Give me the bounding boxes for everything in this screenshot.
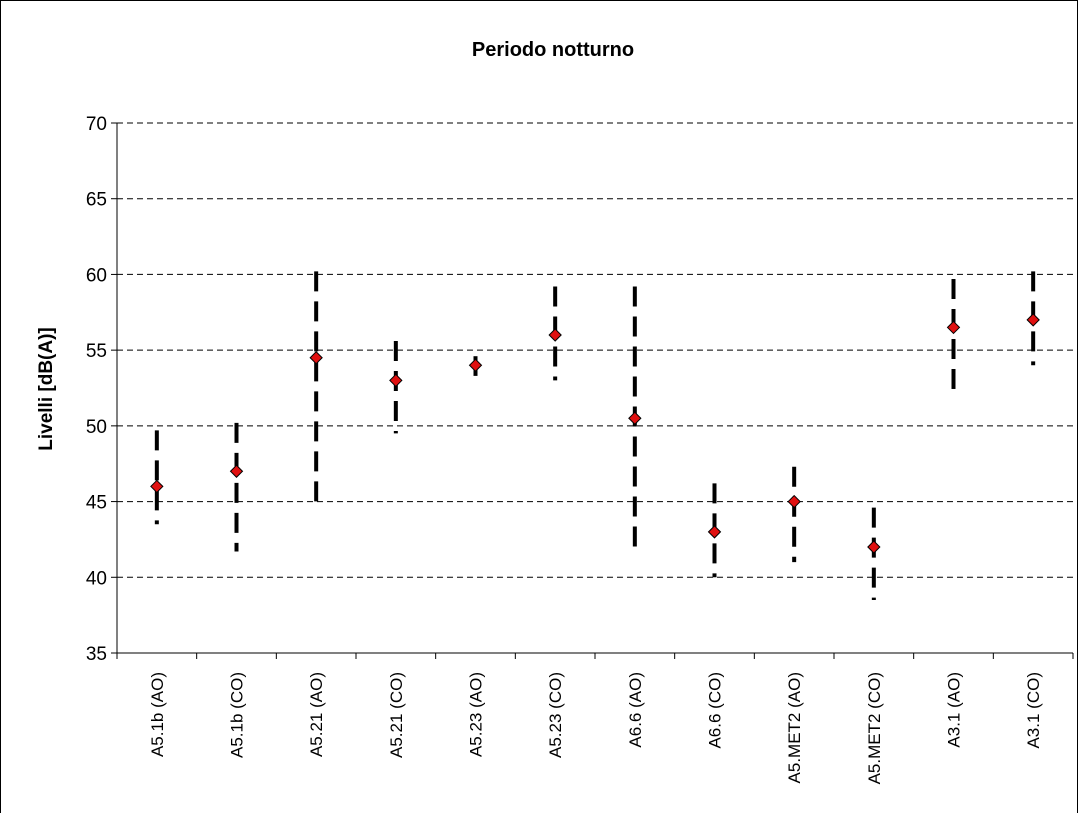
y-axis-label: Livelli [dB(A)]	[36, 327, 57, 451]
data-point	[707, 525, 722, 539]
x-tick-label: A5.1b (AO)	[148, 672, 167, 757]
data-point	[468, 358, 483, 372]
x-tick-label: A5.23 (CO)	[546, 672, 565, 758]
x-tick-label: A5.21 (AO)	[307, 672, 326, 757]
data-point	[1026, 313, 1040, 327]
data-points	[150, 313, 1040, 554]
data-point	[628, 411, 642, 425]
x-tick-label: A3.1 (CO)	[1024, 672, 1043, 749]
y-tick-label: 70	[86, 114, 107, 135]
x-tick-label: A5.1b (CO)	[228, 672, 247, 758]
data-point	[787, 494, 801, 509]
y-tick-label: 35	[86, 644, 107, 665]
data-point	[309, 351, 323, 365]
y-tick-label: 65	[86, 190, 107, 211]
y-tick-label: 45	[86, 493, 107, 514]
data-point	[548, 328, 562, 342]
x-tick-label: A3.1 (AO)	[945, 672, 964, 748]
gridlines	[117, 122, 1073, 578]
x-tick-label: A5.MET2 (AO)	[785, 672, 804, 783]
x-tick-label: A6.6 (CO)	[706, 672, 725, 749]
x-axis-ticks: A5.1b (AO) A5.1b (CO) A5.21 (AO) A5.21 (CO)…	[116, 653, 1074, 784]
range-bars	[154, 271, 1036, 600]
x-tick-label: A5.21 (CO)	[387, 672, 406, 758]
data-point	[229, 464, 244, 478]
x-tick-label: A6.6 (AO)	[626, 672, 645, 748]
data-point	[150, 479, 164, 494]
y-axis-ticks: 35 40 45 50 55 60 65 70	[86, 114, 117, 665]
data-point	[946, 320, 961, 335]
data-point	[389, 373, 403, 388]
chart-title: Periodo notturno	[472, 39, 634, 61]
x-tick-label: A5.MET2 (CO)	[865, 672, 884, 784]
x-tick-label: A5.23 (AO)	[467, 672, 486, 757]
y-tick-label: 50	[86, 417, 107, 438]
y-tick-label: 60	[86, 265, 107, 286]
axes	[116, 123, 1073, 654]
y-tick-label: 55	[86, 341, 107, 362]
data-point	[867, 540, 881, 554]
y-tick-label: 40	[86, 568, 107, 589]
